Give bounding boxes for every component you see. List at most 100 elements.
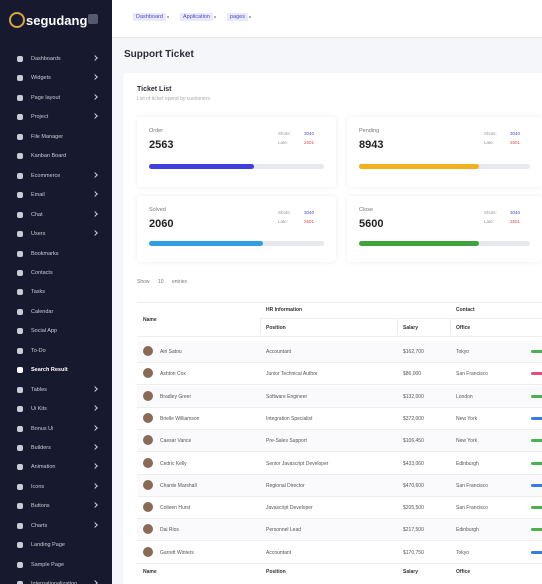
table-row <box>137 363 542 386</box>
menu-item[interactable]: Social App <box>31 328 57 335</box>
stat-line-value: 3040 <box>304 210 315 215</box>
menu-item[interactable]: Landing Page <box>31 542 65 549</box>
status-bar <box>531 350 542 353</box>
stat-value: 5600 <box>359 218 384 230</box>
status-bar <box>531 483 542 487</box>
status-bar <box>531 394 542 398</box>
menu-item[interactable]: Tables <box>31 386 47 393</box>
table-cell: Javascript Developer <box>266 505 313 512</box>
menu-item[interactable]: Users <box>31 231 46 238</box>
show-entries[interactable]: 10 <box>158 279 164 285</box>
stat-card <box>137 117 336 187</box>
menu-item[interactable]: Builders <box>31 445 51 451</box>
menu-item[interactable]: Search Result <box>31 367 68 374</box>
menu-item[interactable]: Buttons <box>31 503 50 510</box>
table-cell: Accountant <box>266 549 292 556</box>
menu-icon <box>17 445 23 451</box>
table-cell: Brielle Williamson <box>160 415 200 422</box>
menu-item[interactable]: Email <box>31 192 45 199</box>
table-cell: Dai Rios <box>160 527 179 534</box>
stat-line-value: 2601 <box>510 140 521 145</box>
column-header[interactable]: Office <box>456 325 471 331</box>
menu-item[interactable]: Ecommerce <box>31 172 61 179</box>
menu-icon <box>17 328 23 335</box>
status-bar <box>531 506 542 510</box>
menu-item[interactable]: File Manager <box>31 133 64 140</box>
avatar <box>143 412 153 423</box>
col-divider <box>397 318 398 335</box>
table-cell: Cedric Kelly <box>160 460 187 467</box>
menu-icon <box>17 367 23 374</box>
column-header[interactable]: Name <box>143 317 157 323</box>
menu-item[interactable]: Page layout <box>31 94 61 101</box>
header-divider <box>260 318 542 319</box>
menu-item[interactable]: Project <box>31 114 49 121</box>
menu-icon <box>17 483 23 490</box>
stat-label: Order <box>149 128 164 134</box>
column-header-footer: Salary <box>403 569 419 575</box>
menu-icon <box>17 211 23 218</box>
table-cell: $162,700 <box>403 349 424 355</box>
menu-item[interactable]: Sample Page <box>31 561 65 568</box>
menu-item[interactable]: Ui Kits <box>31 406 47 413</box>
breadcrumb-item[interactable]: Dashboard <box>133 13 166 21</box>
stat-line-label: Late: <box>484 140 495 145</box>
table-cell: Regional Director <box>266 482 305 489</box>
table-row <box>137 341 542 363</box>
menu-item[interactable]: Chat <box>31 211 43 218</box>
table-row <box>137 542 542 564</box>
menu-icon <box>17 289 23 296</box>
table-cell: $433,060 <box>403 460 424 467</box>
progress-bar <box>149 241 263 246</box>
group-header: Contact <box>456 307 475 313</box>
table-cell: Edinburgh <box>456 460 479 467</box>
page-title: Support Ticket <box>124 49 194 60</box>
table-row <box>137 408 542 430</box>
menu-icon <box>17 94 23 101</box>
group-header: HR Information <box>266 307 303 313</box>
menu-icon <box>17 406 23 413</box>
table-cell: New York <box>456 438 478 445</box>
column-header[interactable]: Position <box>266 325 286 331</box>
menu-item[interactable]: Internationalization <box>31 579 77 584</box>
table-row <box>137 519 542 542</box>
menu-item[interactable]: Dashboards <box>31 56 61 62</box>
table-cell: Caesar Vance <box>160 438 192 445</box>
menu-icon <box>17 250 23 257</box>
menu-item[interactable]: To-Do <box>31 347 46 354</box>
breadcrumb-sep <box>167 16 169 18</box>
menu-toggle[interactable] <box>88 14 98 24</box>
menu-icon <box>17 133 23 140</box>
menu-item[interactable]: Contacts <box>31 269 53 276</box>
menu-item[interactable]: Charts <box>31 522 48 529</box>
menu-item[interactable]: Calendar <box>31 308 54 315</box>
breadcrumb-item[interactable]: Application <box>180 13 213 21</box>
menu-item[interactable]: Animation <box>31 464 56 471</box>
menu-item[interactable]: Bonus Ui <box>31 425 54 432</box>
table-cell: $372,000 <box>403 415 424 422</box>
col-divider <box>450 318 451 335</box>
stat-line-label: Late: <box>278 140 289 145</box>
menu-item[interactable]: Kanban Board <box>31 153 67 160</box>
menu-icon <box>17 153 23 160</box>
card-subtitle: List of ticket opend by customers <box>137 96 210 102</box>
stat-value: 2563 <box>149 139 174 151</box>
status-bar <box>531 416 542 420</box>
menu-item[interactable]: Widgets <box>31 75 51 82</box>
menu-icon <box>17 56 23 62</box>
menu-item[interactable]: Icons <box>31 483 45 490</box>
menu-item[interactable]: Tasks <box>31 289 46 296</box>
menu-icon <box>17 522 23 529</box>
avatar <box>143 435 153 446</box>
menu-icon <box>17 503 23 510</box>
avatar <box>143 502 153 513</box>
stat-line-value: 2601 <box>510 219 521 224</box>
show-entries: Show <box>137 279 150 285</box>
column-header[interactable]: Salary <box>403 325 419 331</box>
breadcrumb-item[interactable]: pages <box>227 13 248 21</box>
stat-value: 8943 <box>359 139 384 151</box>
table-cell: $86,000 <box>403 371 422 378</box>
menu-item[interactable]: Bookmarks <box>31 250 59 257</box>
avatar <box>143 546 153 557</box>
